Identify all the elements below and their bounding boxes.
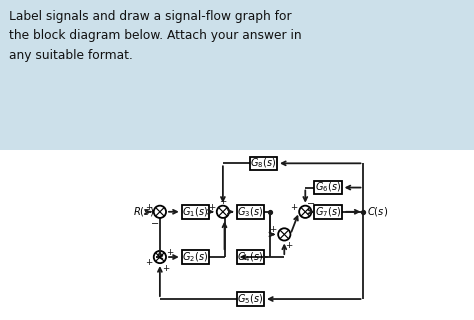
Text: $+$: $+$ [162,263,170,273]
Text: $+$: $+$ [285,240,293,250]
Text: $G_5(s)$: $G_5(s)$ [237,292,264,306]
Text: $+$: $+$ [208,202,217,212]
Bar [0,150,474,320]
Text: $+$: $+$ [145,257,153,267]
Text: $R(s)$: $R(s)$ [133,205,155,218]
Text: $G_2(s)$: $G_2(s)$ [182,250,209,264]
Text: $G_6(s)$: $G_6(s)$ [315,181,341,194]
Bar [182,250,209,264]
Text: $G_7(s)$: $G_7(s)$ [315,205,341,219]
Text: Label signals and draw a signal-flow graph for
the block diagram below. Attach y: Label signals and draw a signal-flow gra… [9,10,302,61]
Text: $-$: $-$ [150,218,159,228]
Bar [237,292,264,306]
Text: $+$: $+$ [269,224,278,234]
Text: $G_1(s)$: $G_1(s)$ [182,205,209,219]
Text: $G_3(s)$: $G_3(s)$ [237,205,264,219]
Circle shape [154,206,166,218]
Text: $+$: $+$ [166,247,175,257]
Text: $+$: $+$ [145,202,154,212]
Text: $G_4(s)$: $G_4(s)$ [237,250,264,264]
Text: $G_8(s)$: $G_8(s)$ [250,156,276,170]
Bar [182,205,209,219]
Circle shape [154,251,166,263]
Text: $-$: $-$ [306,197,315,207]
Circle shape [217,206,229,218]
Text: $C(s)$: $C(s)$ [367,205,388,218]
Text: $+$: $+$ [291,202,299,212]
Circle shape [278,228,291,241]
Bar [249,156,277,170]
Bar [237,250,264,264]
Bar [237,205,264,219]
Bar [314,205,342,219]
Circle shape [299,206,311,218]
Bar [314,181,342,194]
Text: $+$: $+$ [219,196,227,206]
